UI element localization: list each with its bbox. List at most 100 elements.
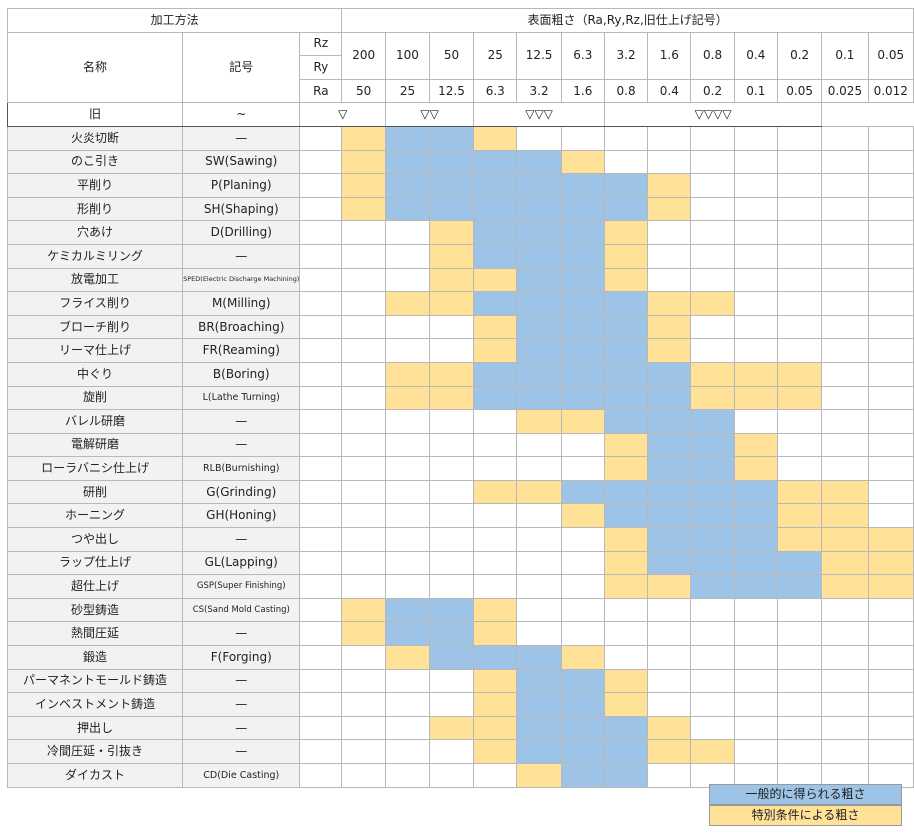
cell-empty bbox=[690, 267, 735, 293]
rz-value: 0.05 bbox=[867, 31, 914, 80]
cell-empty bbox=[690, 715, 735, 741]
cell-general bbox=[603, 763, 649, 788]
cell-empty bbox=[733, 243, 778, 269]
cell-empty bbox=[385, 550, 430, 576]
ra-value: 3.2 bbox=[516, 78, 562, 104]
cell-special bbox=[516, 479, 562, 505]
cell-empty bbox=[733, 597, 778, 623]
cell-empty bbox=[473, 503, 518, 529]
process-name: 平削り bbox=[6, 173, 184, 198]
cell-empty bbox=[516, 597, 562, 623]
cell-empty bbox=[428, 668, 475, 694]
roughness-table: 加工方法 表面粗さ（Ra,Ry,Rz,旧仕上げ記号） 名称 記号 Rz 200 … bbox=[6, 8, 914, 788]
cell-general bbox=[516, 692, 562, 717]
cell-empty bbox=[385, 314, 430, 340]
spacer-cell bbox=[299, 149, 343, 175]
rz-value: 0.8 bbox=[690, 31, 735, 80]
process-name: ラップ仕上げ bbox=[6, 550, 184, 576]
cell-general bbox=[560, 173, 605, 198]
cell-empty bbox=[647, 243, 692, 269]
cell-empty bbox=[776, 597, 823, 623]
cell-special bbox=[473, 597, 518, 623]
cell-empty bbox=[341, 692, 387, 717]
cell-empty bbox=[603, 149, 649, 175]
cell-empty bbox=[385, 432, 430, 458]
cell-empty bbox=[733, 409, 778, 434]
cell-general bbox=[516, 361, 562, 387]
process-code: SPED(Electric Discharge Machining) bbox=[182, 267, 301, 293]
cell-empty bbox=[428, 503, 475, 529]
cell-general bbox=[603, 196, 649, 222]
cell-special bbox=[473, 338, 518, 363]
table-row: 旋削 L(Lathe Turning) bbox=[6, 385, 914, 411]
cell-general bbox=[560, 385, 605, 411]
cell-general bbox=[560, 479, 605, 505]
cell-special bbox=[603, 668, 649, 694]
cell-empty bbox=[647, 621, 692, 647]
cell-general bbox=[647, 409, 692, 434]
table-row: 放電加工 SPED(Electric Discharge Machining) bbox=[6, 267, 914, 293]
ra-value: 12.5 bbox=[428, 78, 475, 104]
cell-empty bbox=[428, 409, 475, 434]
spacer-cell bbox=[299, 550, 343, 576]
cell-general bbox=[428, 196, 475, 222]
cell-empty bbox=[821, 645, 869, 670]
cell-empty bbox=[473, 574, 518, 599]
cell-empty bbox=[428, 527, 475, 552]
table-row: のこ引き SW(Sawing) bbox=[6, 149, 914, 175]
cell-empty bbox=[776, 338, 823, 363]
cell-empty bbox=[821, 692, 869, 717]
cell-special bbox=[473, 739, 518, 764]
rz-value: 0.2 bbox=[776, 31, 823, 80]
cell-empty bbox=[690, 692, 735, 717]
ra-value: 25 bbox=[385, 78, 430, 104]
cell-empty bbox=[647, 125, 692, 151]
cell-empty bbox=[690, 597, 735, 623]
cell-general bbox=[385, 173, 430, 198]
cell-general bbox=[690, 574, 735, 599]
cell-special bbox=[603, 432, 649, 458]
cell-empty bbox=[560, 125, 605, 151]
spacer-cell bbox=[299, 432, 343, 458]
cell-empty bbox=[603, 125, 649, 151]
cell-special bbox=[647, 314, 692, 340]
cell-empty bbox=[647, 668, 692, 694]
spacer-cell bbox=[299, 456, 343, 481]
cell-special bbox=[385, 645, 430, 670]
cell-general bbox=[385, 621, 430, 647]
cell-empty bbox=[341, 574, 387, 599]
cell-general bbox=[560, 763, 605, 788]
process-name: バレル研磨 bbox=[6, 409, 184, 434]
cell-empty bbox=[821, 125, 869, 151]
cell-general bbox=[516, 338, 562, 363]
cell-special bbox=[776, 385, 823, 411]
process-code: M(Milling) bbox=[182, 291, 301, 316]
cell-empty bbox=[690, 196, 735, 222]
cell-empty bbox=[385, 409, 430, 434]
cell-special bbox=[690, 385, 735, 411]
cell-general bbox=[428, 125, 475, 151]
cell-empty bbox=[821, 385, 869, 411]
cell-general bbox=[473, 291, 518, 316]
process-name: ブローチ削り bbox=[6, 314, 184, 340]
spacer-cell bbox=[299, 338, 343, 363]
cell-empty bbox=[385, 763, 430, 788]
cell-empty bbox=[867, 243, 914, 269]
cell-empty bbox=[867, 409, 914, 434]
cell-general bbox=[516, 243, 562, 269]
cell-empty bbox=[428, 432, 475, 458]
cell-empty bbox=[385, 668, 430, 694]
cell-empty bbox=[821, 763, 869, 788]
cell-special bbox=[776, 503, 823, 529]
process-name: フライス削り bbox=[6, 291, 184, 316]
old-symbol: ~ bbox=[182, 102, 301, 127]
cell-special bbox=[341, 125, 387, 151]
cell-empty bbox=[385, 739, 430, 764]
cell-empty bbox=[341, 763, 387, 788]
cell-special bbox=[603, 527, 649, 552]
spacer-cell bbox=[299, 527, 343, 552]
table-row: 穴あけ D(Drilling) bbox=[6, 220, 914, 245]
cell-special bbox=[776, 527, 823, 552]
cell-special bbox=[647, 739, 692, 764]
cell-empty bbox=[341, 291, 387, 316]
